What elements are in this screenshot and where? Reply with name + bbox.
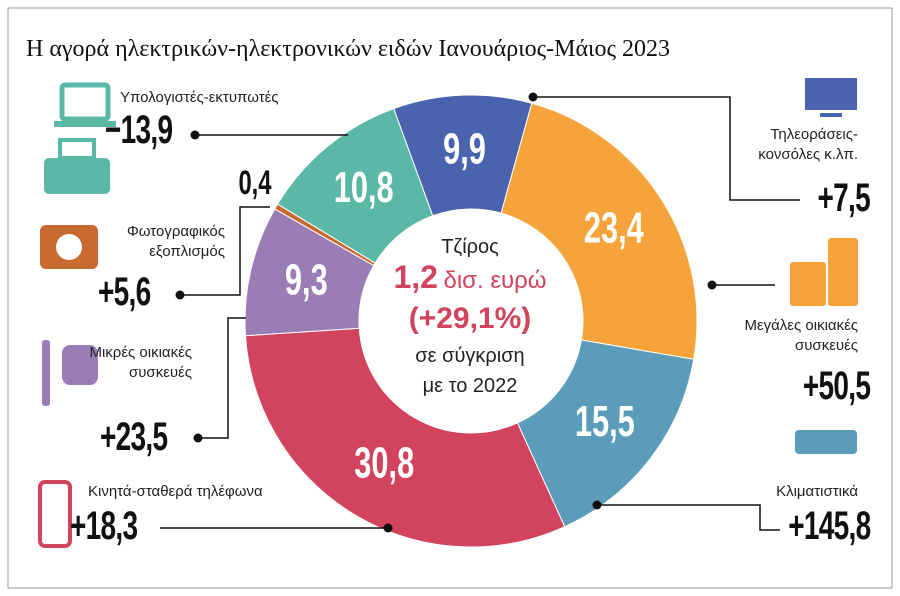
value-label: 0,4 xyxy=(238,164,272,202)
chart-title: Η αγορά ηλεκτρικών-ηλεκτρονικών ειδών Ια… xyxy=(26,36,671,62)
change-label: +7,5 xyxy=(817,176,871,220)
category-label: Μεγάλες οικιακές συσκευές xyxy=(744,317,858,354)
printer-icon xyxy=(44,158,110,194)
printer-icon xyxy=(58,138,96,160)
center-label: Τζίρος xyxy=(441,236,499,258)
center-unit: δισ. ευρώ xyxy=(443,267,547,294)
category-label: Φωτογραφικός εξοπλισμός xyxy=(126,223,225,260)
leader-dot xyxy=(193,433,203,443)
mixer-icon xyxy=(62,345,98,385)
value-label: 30,8 xyxy=(354,439,414,488)
leader-dot xyxy=(175,290,185,300)
value-label: 9,9 xyxy=(443,126,486,175)
camera-icon xyxy=(56,234,82,260)
center-compare: σε σύγκριση με το 2022 xyxy=(415,345,525,397)
laptop-icon xyxy=(59,82,111,122)
category-label: Κλιματιστικά xyxy=(776,483,858,500)
change-label: +5,6 xyxy=(98,270,151,314)
center-value: 1,2 δισ. ευρώ xyxy=(370,259,570,297)
leader-dot xyxy=(707,280,717,290)
leader-line xyxy=(198,317,246,439)
change-label: +50,5 xyxy=(802,364,871,408)
laptop-icon xyxy=(54,121,116,127)
donut-segment xyxy=(244,327,566,548)
leader-dot xyxy=(528,92,538,102)
icons xyxy=(38,78,858,548)
value-label: 15,5 xyxy=(575,398,635,447)
tv-icon xyxy=(805,78,857,110)
leader-dot xyxy=(383,523,393,533)
phone-icon xyxy=(38,480,72,548)
tv-icon xyxy=(820,113,842,117)
fridge-icon xyxy=(828,238,858,306)
change-label: +23,5 xyxy=(100,415,168,459)
value-label: 23,4 xyxy=(584,204,644,253)
change-label: +18,3 xyxy=(70,504,138,548)
leader-line xyxy=(597,504,780,531)
leader-dot xyxy=(190,130,200,140)
donut-segment xyxy=(516,339,695,528)
category-label: Μικρές οικιακές συσκευές xyxy=(89,344,192,381)
value-label: 10,8 xyxy=(334,164,394,213)
washer-icon xyxy=(790,262,826,306)
leader-line xyxy=(180,206,270,296)
center-number: 1,2 xyxy=(393,259,438,295)
value-label: 9,3 xyxy=(285,256,328,305)
category-label: Κινητά-σταθερά τηλέφωνα xyxy=(88,483,263,500)
leader-dot xyxy=(592,500,602,510)
change-label: +145,8 xyxy=(787,504,871,548)
leader-line xyxy=(533,96,800,201)
center-change: (+29,1%) xyxy=(408,302,532,335)
change-label: −13,9 xyxy=(105,108,173,152)
center-text: Τζίρος 1,2 δισ. ευρώ (+29,1%) σε σύγκρισ… xyxy=(370,232,570,401)
ac-icon xyxy=(795,430,857,454)
category-label: Τηλεοράσεις-κονσόλες κ.λπ. xyxy=(758,126,858,163)
donut-segment xyxy=(276,107,434,264)
donut-segment xyxy=(500,102,698,360)
blender-icon xyxy=(42,340,50,406)
frame xyxy=(7,7,893,589)
category-label: Υπολογιστές-εκτυπωτές xyxy=(120,89,279,106)
